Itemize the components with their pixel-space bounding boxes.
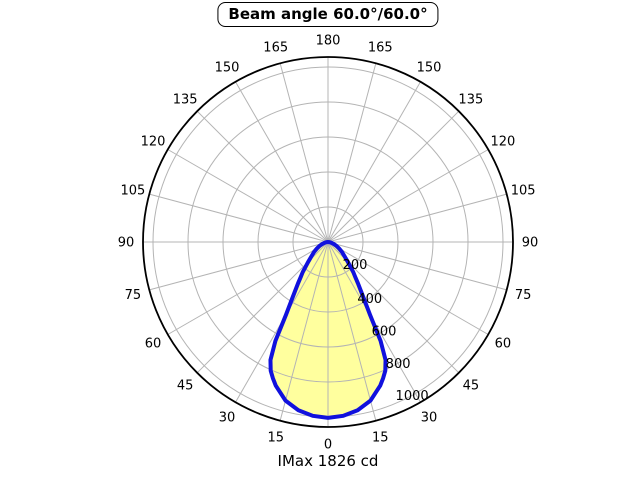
angle-label: 0 xyxy=(324,438,332,453)
angle-label: 60 xyxy=(495,337,512,352)
angle-label: 120 xyxy=(491,135,516,150)
angle-label: 105 xyxy=(120,183,145,198)
angle-label: 90 xyxy=(522,236,539,251)
angle-label: 75 xyxy=(125,288,142,303)
polar-grid-spoke xyxy=(327,241,377,421)
polar-grid-spoke xyxy=(167,241,329,335)
angle-label: 165 xyxy=(263,40,288,55)
polar-grid-spoke xyxy=(279,63,329,243)
angle-label: 150 xyxy=(215,61,240,76)
angle-label: 120 xyxy=(141,135,166,150)
angle-label: 105 xyxy=(511,183,536,198)
angle-label: 15 xyxy=(372,431,389,446)
angle-label: 150 xyxy=(417,61,442,76)
outer-ring xyxy=(142,56,514,428)
angle-label: 180 xyxy=(316,34,341,49)
radial-tick-label: 200 xyxy=(343,258,368,273)
polar-grid-ring xyxy=(222,136,434,348)
polar-grid-spoke xyxy=(327,241,489,335)
angle-label: 45 xyxy=(463,378,480,393)
angle-label: 15 xyxy=(267,431,284,446)
polar-grid-spoke xyxy=(149,193,329,243)
beam-curve xyxy=(268,239,388,420)
angle-label: 60 xyxy=(145,337,162,352)
polar-grid-spoke xyxy=(167,149,329,243)
radial-tick-label: 400 xyxy=(357,292,382,307)
angle-label: 135 xyxy=(458,93,483,108)
polar-grid-spoke xyxy=(327,63,377,243)
angle-label: 45 xyxy=(177,378,194,393)
angle-label: 165 xyxy=(368,40,393,55)
angle-label: 30 xyxy=(219,410,236,425)
angle-label: 135 xyxy=(173,93,198,108)
angle-label: 75 xyxy=(515,288,532,303)
polar-grid-ring xyxy=(187,101,469,383)
radial-tick-label: 800 xyxy=(386,357,411,372)
imax-label: IMax 1826 cd xyxy=(277,452,379,470)
polar-grid-spoke xyxy=(327,81,421,243)
polar-grid-ring xyxy=(257,171,399,313)
polar-grid-spoke xyxy=(327,149,489,243)
angle-label: 90 xyxy=(118,236,135,251)
polar-grid-spoke xyxy=(235,81,329,243)
polar-grid-spoke xyxy=(327,110,460,243)
polar-grid-spoke xyxy=(327,193,507,243)
polar-grid-spoke xyxy=(327,241,507,291)
polar-grid-spoke xyxy=(196,110,329,243)
polar-grid-ring xyxy=(292,206,364,278)
chart-title: Beam angle 60.0°/60.0° xyxy=(217,2,439,27)
radial-tick-label: 1000 xyxy=(396,389,429,404)
polar-grid-spoke xyxy=(279,241,329,421)
radial-tick-label: 600 xyxy=(372,324,397,339)
angle-label: 30 xyxy=(421,410,438,425)
polar-grid-spoke xyxy=(149,241,329,291)
